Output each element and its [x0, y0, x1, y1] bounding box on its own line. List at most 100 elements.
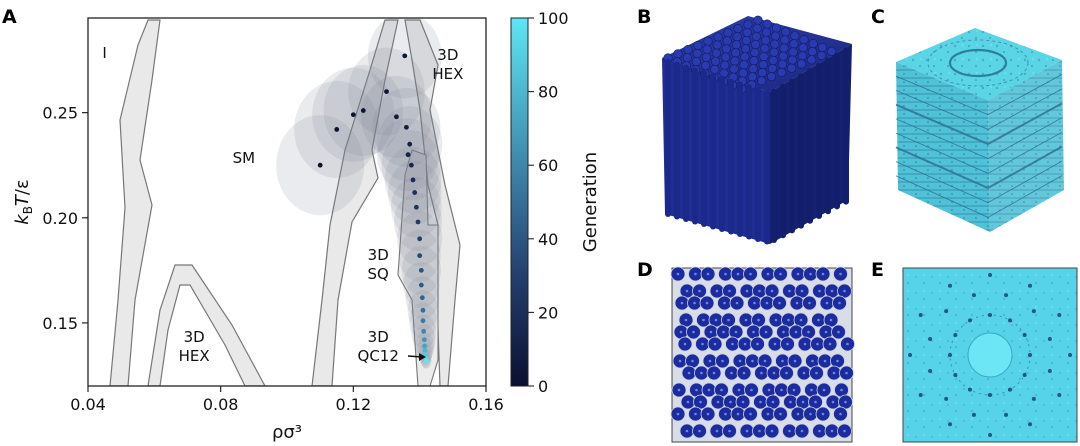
rod-top	[710, 56, 721, 66]
y-axis-label: kBT/ε	[12, 179, 35, 224]
particle-center	[780, 388, 783, 392]
rod-top	[692, 48, 702, 59]
rod-top	[808, 38, 818, 49]
data-point	[415, 219, 421, 225]
cube-c-band	[895, 88, 1063, 130]
phase-label-hex-top: 3D	[437, 46, 458, 64]
particle-center	[817, 318, 820, 322]
rod-top	[760, 35, 771, 45]
rod-top	[761, 27, 772, 37]
rod-top	[740, 52, 750, 62]
particle-center	[758, 429, 761, 433]
particle-center	[794, 330, 798, 334]
rod-top	[768, 55, 778, 66]
rod-top	[770, 39, 780, 49]
data-point	[408, 162, 414, 168]
particle-center	[766, 272, 770, 276]
particle-center	[803, 342, 807, 346]
rod-top	[757, 68, 768, 78]
data-point	[413, 204, 419, 210]
diffraction-spot	[968, 387, 972, 392]
boundary-band-arch	[147, 264, 266, 386]
diffraction-spot	[1008, 318, 1012, 323]
rod-top	[739, 60, 749, 70]
particle-center	[730, 371, 733, 375]
particle-center	[808, 301, 811, 305]
particle-center	[691, 359, 694, 363]
particle-center	[723, 301, 726, 305]
cube-c-left	[896, 62, 990, 232]
particle-center	[836, 359, 839, 363]
data-point	[417, 236, 423, 242]
diffraction-spot	[1047, 369, 1052, 374]
particle-center	[830, 289, 834, 293]
particle-center	[779, 272, 782, 276]
rod-top	[760, 43, 770, 54]
rod-top	[730, 48, 741, 58]
particle-center	[787, 318, 790, 322]
particle-center	[823, 359, 827, 363]
phase-label-qc12-line2: QC12	[358, 347, 399, 365]
particle-center	[838, 301, 841, 305]
particle-center	[809, 272, 812, 276]
particle-center	[814, 400, 817, 404]
particle-center	[738, 359, 742, 363]
plot-frame	[87, 17, 487, 387]
data-point	[418, 282, 424, 288]
rod-top	[769, 47, 779, 57]
colorbar-tick-label: 40	[538, 230, 558, 249]
particle-center	[844, 400, 847, 404]
cube-c-band	[895, 102, 1063, 146]
particle-center	[843, 289, 846, 293]
particle-center	[824, 330, 828, 334]
diffraction-spot	[948, 353, 952, 357]
data-point	[394, 114, 399, 120]
rod-top	[807, 47, 818, 57]
particle-center	[693, 301, 696, 305]
particle-center	[785, 371, 788, 375]
particle-center	[760, 371, 763, 375]
cube-b-rod-tops	[663, 15, 837, 94]
panel-c-label: C	[871, 6, 885, 28]
particle-center	[789, 400, 792, 404]
panel-b-cube-image	[662, 15, 852, 245]
diffraction-spot	[1004, 412, 1009, 417]
data-point	[422, 347, 428, 353]
rod-top	[742, 27, 752, 38]
rod-top	[762, 19, 772, 29]
panel-d-label: D	[637, 259, 653, 281]
rod-top	[779, 43, 789, 53]
rod-top	[732, 32, 742, 42]
cube-c-ring	[948, 48, 1008, 78]
diffraction-spot	[1057, 393, 1062, 397]
particle-center	[828, 342, 832, 346]
rod-top	[748, 64, 758, 74]
particle-center	[793, 359, 797, 363]
panel-d-particles	[670, 266, 855, 439]
particle-center	[735, 301, 739, 305]
boundary-band-left	[109, 19, 161, 386]
diffraction-spot	[988, 393, 992, 397]
cube-c-ring-outer	[927, 39, 1029, 87]
phase-label-sq-line2: SQ	[368, 265, 389, 283]
rod-top	[798, 43, 808, 53]
colorbar-tick-label: 100	[538, 9, 569, 28]
particle-center	[767, 388, 771, 392]
rod-top	[766, 71, 777, 82]
particle-center	[796, 412, 800, 416]
colorbar-tick-label: 80	[538, 83, 558, 102]
panel-e-pattern-image	[902, 267, 1078, 443]
particle-center	[721, 359, 724, 363]
particle-center	[678, 359, 682, 363]
diffraction-spot	[948, 422, 952, 427]
data-point	[420, 318, 426, 324]
panel-c-cube-image	[895, 28, 1064, 232]
particle-center	[818, 289, 821, 293]
rod-top	[758, 59, 768, 70]
diffraction-spot	[1022, 333, 1027, 337]
diffraction-spot	[1028, 283, 1032, 288]
cube-c-band	[895, 175, 1063, 218]
cube-c-band	[895, 117, 1063, 160]
particle-center	[757, 318, 760, 322]
